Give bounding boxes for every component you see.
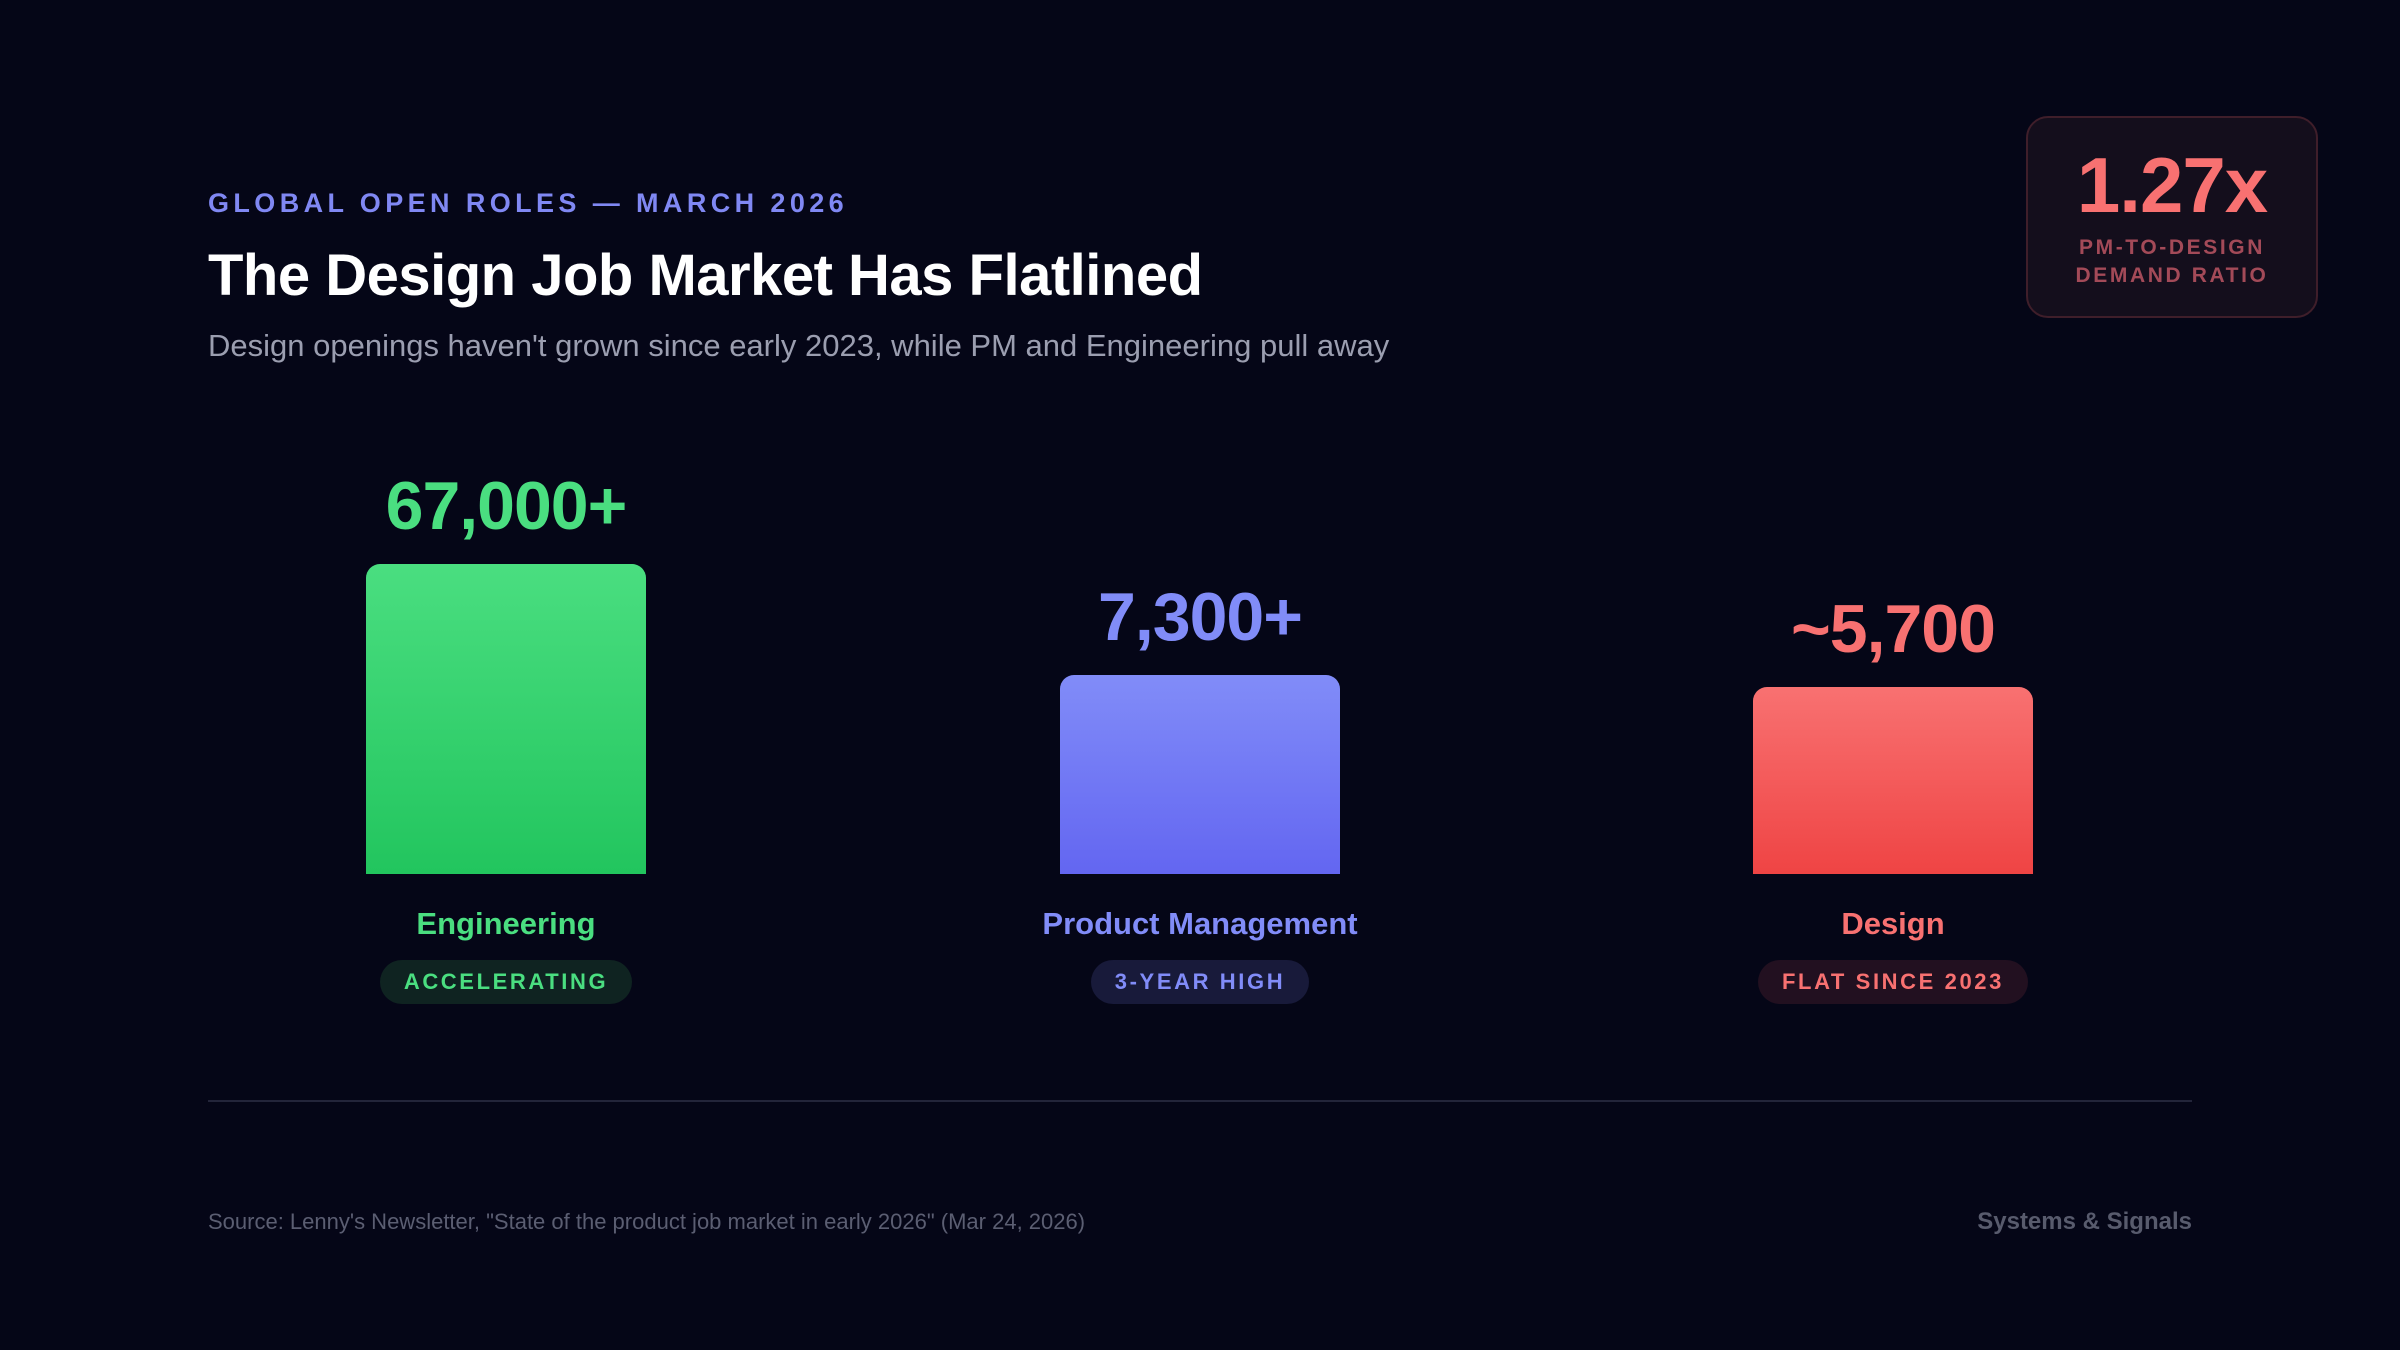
ratio-label: PM-TO-DESIGN DEMAND RATIO	[2028, 234, 2316, 290]
category-label-engineering: Engineering	[416, 906, 596, 941]
chart-subtitle: Design openings haven't grown since earl…	[208, 328, 1390, 363]
status-badge-design: FLAT SINCE 2023	[1758, 960, 2028, 1004]
bar-design	[1753, 687, 2033, 874]
category-label-product-management: Product Management	[1042, 906, 1358, 941]
brand-label: Systems & Signals	[1977, 1208, 2192, 1235]
divider	[208, 1100, 2192, 1102]
status-badge-engineering: ACCELERATING	[379, 960, 633, 1004]
chart-title: The Design Job Market Has Flatlined	[208, 243, 1203, 308]
bar-engineering	[366, 564, 646, 874]
ratio-label-line2: DEMAND RATIO	[2075, 264, 2269, 287]
ratio-label-line1: PM-TO-DESIGN	[2079, 236, 2265, 259]
ratio-value: 1.27x	[2076, 141, 2268, 229]
value-label-engineering: 67,000+	[385, 468, 628, 544]
source-note: Source: Lenny's Newsletter, "State of th…	[208, 1209, 1086, 1234]
bar-product-management	[1060, 675, 1340, 874]
value-label-design: ~5,700	[1791, 591, 1996, 667]
status-badge-product-management: 3-YEAR HIGH	[1090, 960, 1310, 1004]
category-label-design: Design	[1841, 906, 1945, 941]
ratio-card: 1.27x PM-TO-DESIGN DEMAND RATIO	[2026, 116, 2318, 318]
value-label-product-management: 7,300+	[1098, 579, 1303, 655]
chart-eyebrow: GLOBAL OPEN ROLES — MARCH 2026	[208, 188, 849, 218]
